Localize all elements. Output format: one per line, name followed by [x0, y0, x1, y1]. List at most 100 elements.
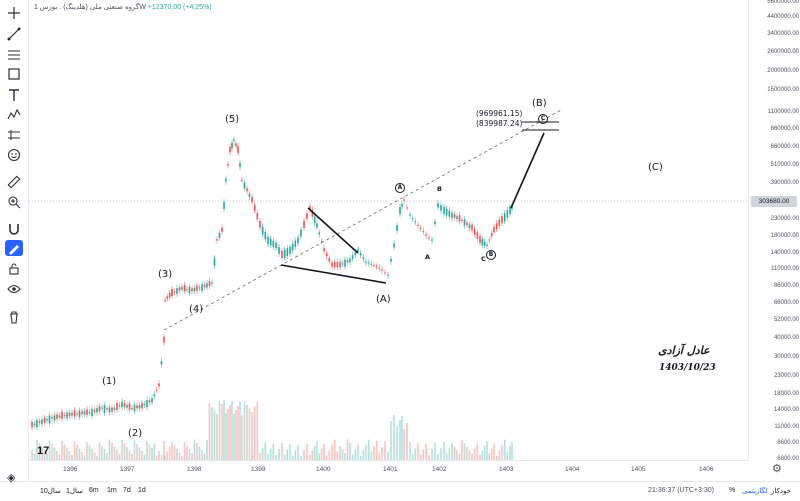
volume-bar — [373, 446, 375, 460]
volume-bar — [148, 444, 151, 460]
drawing-toolbar — [0, 0, 29, 482]
range-1d-button[interactable]: 1d — [138, 487, 146, 494]
price-axis-label: 5600000.00 — [767, 0, 799, 5]
volume-bar — [458, 453, 461, 460]
range-10y-button[interactable]: 10سال — [40, 488, 61, 495]
ruler-icon[interactable] — [6, 175, 22, 189]
volume-bar — [362, 450, 365, 460]
eye-icon[interactable] — [6, 282, 22, 296]
volume-bar — [463, 443, 466, 460]
range-1m-button[interactable]: 1m — [107, 487, 117, 494]
volume-bar — [91, 449, 93, 460]
wave-1-label: (1) — [102, 376, 117, 387]
price-axis-label: 86000.00 — [773, 283, 799, 289]
wave-circle-c-label: C — [538, 114, 548, 124]
time-axis[interactable]: 1396 1397 1398 1399 1400 1401 1402 1403 1404 1405… — [29, 460, 748, 481]
rectangle-icon[interactable] — [6, 67, 22, 81]
magnet-icon[interactable] — [6, 222, 22, 236]
price-axis-label: 660000.00 — [770, 144, 799, 150]
volume-bar — [218, 400, 221, 460]
lock-icon[interactable] — [6, 262, 22, 276]
volume-bar — [445, 453, 448, 460]
text-tool-icon[interactable] — [6, 88, 22, 102]
volume-bar — [281, 443, 283, 460]
volume-bar — [473, 448, 476, 460]
volume-bar — [235, 410, 237, 460]
volume-bar — [231, 401, 233, 460]
volume-bar — [173, 445, 176, 460]
volume-bar — [43, 450, 46, 460]
volume-bar — [106, 453, 108, 460]
volume-bar — [225, 413, 227, 460]
layers-icon[interactable]: ◈ — [7, 471, 16, 484]
auto-toggle[interactable]: خودکار — [771, 488, 791, 495]
volume-bar — [466, 447, 468, 460]
volume-bar — [253, 406, 256, 460]
volume-bar — [501, 445, 503, 460]
volume-bar — [331, 445, 333, 460]
range-1y-button[interactable]: 1سال — [66, 488, 83, 495]
volume-bar — [309, 455, 311, 460]
price-axis-label: 110000.00 — [771, 266, 799, 272]
volume-bar — [227, 409, 229, 460]
volume-bar — [481, 450, 484, 460]
time-axis-label: 1405 — [631, 466, 646, 473]
measure-icon[interactable] — [6, 128, 22, 142]
price-axis-label: 1500000.00 — [767, 87, 799, 93]
trend-line-icon[interactable] — [6, 27, 22, 41]
price-axis-label: 23000.00 — [773, 373, 799, 379]
volume-bar — [208, 403, 211, 460]
volume-bar — [291, 455, 294, 460]
volume-bar — [375, 440, 378, 460]
trash-icon[interactable] — [6, 310, 22, 324]
volume-bar — [306, 444, 308, 460]
volume-bar — [341, 449, 344, 460]
target-upper-label: (969961.15) — [476, 109, 523, 118]
emoji-icon[interactable] — [6, 148, 22, 162]
pitchfork-icon[interactable] — [6, 47, 22, 61]
volume-bar — [483, 445, 486, 460]
price-axis-label: 230000.00 — [770, 216, 799, 222]
volume-bar — [88, 445, 91, 460]
elliott-wave-icon[interactable] — [6, 108, 22, 122]
volume-bar — [36, 440, 38, 460]
zoom-in-icon[interactable] — [6, 195, 22, 209]
wave-5-label: (5) — [225, 114, 240, 125]
projection-line — [510, 132, 545, 209]
volume-bar — [76, 445, 78, 460]
channel-line — [163, 109, 562, 331]
lock-drawings-icon[interactable] — [5, 240, 23, 256]
volume-bar — [48, 440, 51, 460]
volume-bar — [181, 456, 183, 460]
volume-bar — [96, 456, 98, 460]
volume-bar — [241, 415, 243, 460]
volume-bar — [171, 442, 173, 460]
volume-bar — [419, 454, 422, 460]
volume-bar — [278, 449, 280, 460]
log-toggle[interactable]: لگاریتمی — [742, 488, 768, 495]
time-axis-label: 1403 — [499, 466, 514, 473]
volume-bar — [113, 446, 116, 460]
chart-pane[interactable]: (1) (2) (3) (4) (5) (A) (B) (C) A B C B … — [29, 0, 748, 460]
volume-bar — [166, 451, 169, 460]
volume-bar — [176, 449, 178, 460]
wave-3-label: (3) — [158, 269, 173, 280]
symbol-name[interactable]: گروه صنعتی ملی (هلدینگ) — [63, 4, 140, 11]
price-chart-canvas[interactable] — [29, 0, 748, 460]
crosshair-icon[interactable] — [6, 6, 22, 20]
range-7d-button[interactable]: 7d — [123, 487, 131, 494]
time-axis-label: 1406 — [699, 466, 714, 473]
author-signature: عادل آزادی — [658, 344, 710, 357]
price-axis-label: 66000.00 — [773, 300, 799, 306]
volume-bar — [367, 439, 370, 460]
price-axis-label: 140000.00 — [770, 250, 799, 256]
tradingview-logo[interactable]: 17 — [37, 445, 50, 457]
settings-gear-icon[interactable]: ⚙ — [772, 462, 782, 475]
price-axis[interactable]: 303680.00 5600000.00 4400000.00 3400000.00… — [748, 0, 800, 462]
interval-label[interactable]: 1W — [34, 4, 146, 11]
volume-bar — [468, 450, 471, 460]
volume-bar — [297, 445, 299, 460]
percent-toggle[interactable]: % — [729, 487, 736, 494]
range-6m-button[interactable]: 6m — [89, 487, 99, 494]
volume-bar — [272, 443, 275, 460]
